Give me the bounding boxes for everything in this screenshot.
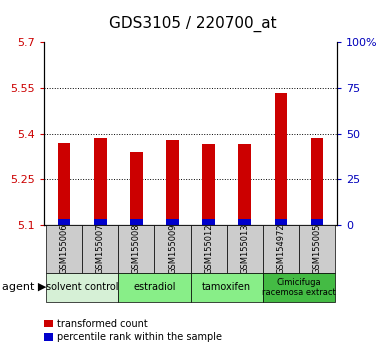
Text: transformed count: transformed count bbox=[57, 319, 148, 329]
Bar bbox=[58, 219, 70, 225]
Text: GSM155008: GSM155008 bbox=[132, 224, 141, 274]
Bar bbox=[118, 225, 154, 273]
Bar bbox=[311, 219, 323, 225]
Bar bbox=[130, 152, 143, 225]
Bar bbox=[191, 273, 263, 302]
Bar bbox=[46, 273, 118, 302]
Bar bbox=[263, 273, 335, 302]
Bar bbox=[154, 225, 191, 273]
Bar bbox=[166, 140, 179, 225]
Text: Cimicifuga
racemosa extract: Cimicifuga racemosa extract bbox=[262, 278, 336, 297]
Text: GSM155005: GSM155005 bbox=[313, 224, 321, 274]
Bar bbox=[275, 93, 287, 225]
Bar bbox=[299, 225, 335, 273]
Bar bbox=[166, 219, 179, 225]
Bar bbox=[46, 225, 82, 273]
Bar bbox=[263, 225, 299, 273]
Bar bbox=[130, 219, 143, 225]
Text: percentile rank within the sample: percentile rank within the sample bbox=[57, 332, 223, 342]
Bar bbox=[118, 273, 191, 302]
Bar bbox=[202, 219, 215, 225]
Bar bbox=[238, 219, 251, 225]
Bar bbox=[311, 138, 323, 225]
Text: agent ▶: agent ▶ bbox=[2, 282, 46, 292]
Bar bbox=[94, 219, 107, 225]
Bar bbox=[58, 143, 70, 225]
Text: GSM154972: GSM154972 bbox=[276, 224, 285, 274]
Text: GSM155007: GSM155007 bbox=[96, 224, 105, 274]
Bar bbox=[227, 225, 263, 273]
Text: GSM155012: GSM155012 bbox=[204, 224, 213, 274]
Bar bbox=[94, 138, 107, 225]
Text: estradiol: estradiol bbox=[133, 282, 176, 292]
Text: tamoxifen: tamoxifen bbox=[202, 282, 251, 292]
Text: GSM155009: GSM155009 bbox=[168, 224, 177, 274]
Text: solvent control: solvent control bbox=[46, 282, 119, 292]
Text: GSM155006: GSM155006 bbox=[60, 224, 69, 274]
Bar bbox=[238, 144, 251, 225]
Text: GSM155013: GSM155013 bbox=[240, 224, 249, 274]
Bar bbox=[202, 144, 215, 225]
Bar bbox=[275, 219, 287, 225]
Text: GDS3105 / 220700_at: GDS3105 / 220700_at bbox=[109, 16, 276, 32]
Bar bbox=[191, 225, 227, 273]
Bar bbox=[82, 225, 118, 273]
